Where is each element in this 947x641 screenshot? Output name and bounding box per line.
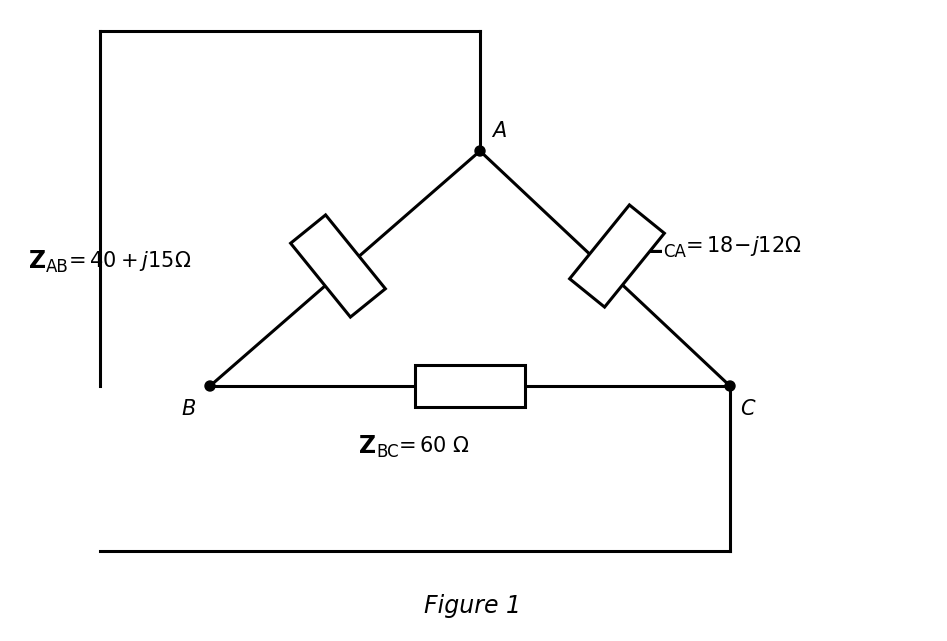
Text: $\mathbf{Z}$: $\mathbf{Z}$: [645, 234, 663, 258]
Text: A: A: [492, 121, 507, 141]
Circle shape: [475, 146, 485, 156]
Polygon shape: [570, 205, 665, 307]
Text: $= 60\ \Omega$: $= 60\ \Omega$: [394, 436, 470, 456]
Text: $= 40+j15\Omega$: $= 40+j15\Omega$: [64, 249, 191, 273]
Circle shape: [205, 381, 215, 391]
Polygon shape: [291, 215, 385, 317]
Text: B: B: [182, 399, 196, 419]
Text: $\mathbf{Z}$: $\mathbf{Z}$: [358, 434, 376, 458]
Polygon shape: [415, 365, 525, 407]
Text: $= 18\!-\!j12\Omega$: $= 18\!-\!j12\Omega$: [681, 234, 801, 258]
Text: CA: CA: [663, 243, 686, 261]
Text: Figure 1: Figure 1: [424, 594, 522, 618]
Text: AB: AB: [46, 258, 69, 276]
Circle shape: [725, 381, 735, 391]
Text: $\mathbf{Z}$: $\mathbf{Z}$: [28, 249, 46, 273]
Text: BC: BC: [376, 443, 399, 461]
Text: C: C: [740, 399, 755, 419]
